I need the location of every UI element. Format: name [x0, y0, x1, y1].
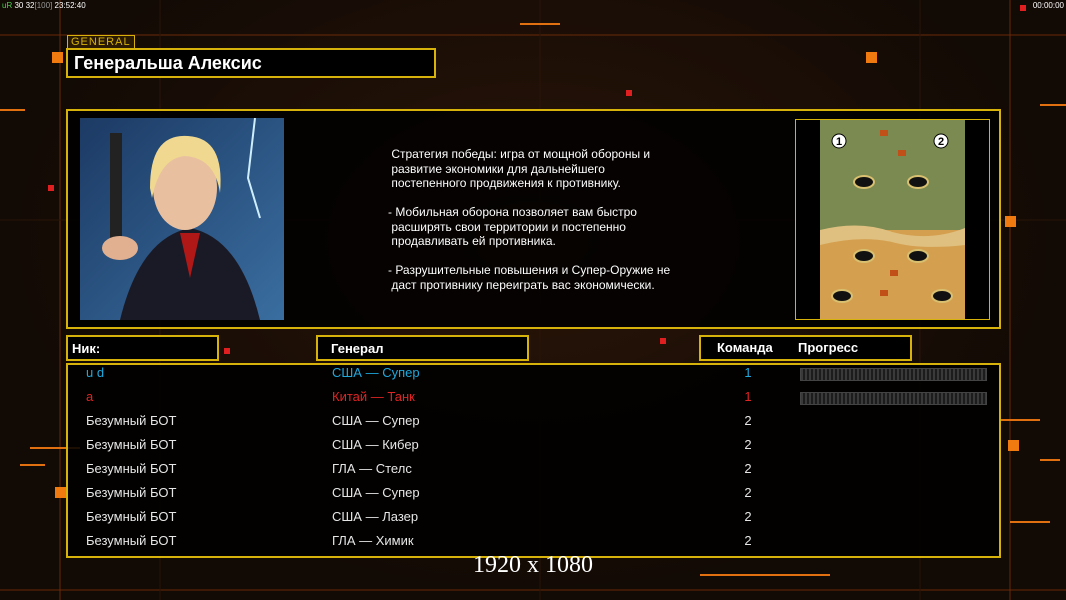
status-bar: uR 30 32[100] 23:52:40: [2, 1, 86, 10]
description-line: Стратегия победы: игра от мощной обороны…: [388, 147, 651, 161]
player-team: 2: [744, 437, 752, 452]
resolution-label: 1920 x 1080: [473, 552, 593, 578]
description-line: развитие экономики для дальнейшего: [388, 161, 605, 176]
start-label: 1: [836, 136, 842, 148]
player-team: 1: [744, 389, 752, 404]
player-team: 2: [744, 533, 752, 548]
player-name: Безумный БОТ: [86, 509, 177, 524]
status-tag: uR: [2, 1, 13, 10]
general-title: Генеральша Алексис: [66, 48, 436, 78]
player-name: Безумный БОТ: [86, 413, 177, 428]
portrait: [80, 118, 284, 320]
player-name: Безумный БОТ: [86, 461, 177, 476]
description-line: - Разрушительные повышения и Супер-Оружи…: [388, 263, 671, 277]
player-general: США — Супер: [332, 365, 420, 380]
player-name: a: [86, 389, 94, 404]
status-timer: 00:00:00: [1032, 1, 1064, 10]
player-general: ГЛА — Стелс: [332, 461, 412, 476]
player-team: 1: [744, 365, 752, 380]
player-general: США — Кибер: [332, 437, 419, 452]
player-name: Безумный БОТ: [86, 437, 177, 452]
header-box: [66, 335, 219, 361]
start-label: 2: [938, 136, 944, 148]
status-clock: 23:52:40: [54, 1, 86, 10]
column-header: Ник:: [72, 341, 101, 356]
description-line: постепенного продвижения к противнику.: [388, 176, 621, 190]
player-name: Безумный БОТ: [86, 533, 177, 548]
column-header: Прогресс: [798, 340, 859, 355]
player-general: США — Супер: [332, 413, 420, 428]
header-box: [316, 335, 529, 361]
player-name: Безумный БОТ: [86, 485, 177, 500]
progress-bar: [800, 368, 987, 381]
player-general: США — Лазер: [332, 509, 419, 524]
player-general: США — Супер: [332, 485, 420, 500]
status-fps: 30 32: [14, 1, 35, 10]
description-line: расширять свои территории и постепенно: [388, 219, 626, 234]
player-team: 2: [744, 485, 752, 500]
header-box: [699, 335, 912, 361]
description-line: - Мобильная оборона позволяет вам быстро: [388, 205, 637, 219]
column-header: Команда: [717, 340, 773, 355]
description-line: продавливать ей противника.: [388, 234, 556, 248]
map-preview: 1 2: [820, 120, 965, 319]
player-team: 2: [744, 413, 752, 428]
player-name: u d: [86, 365, 105, 380]
progress-bar: [800, 392, 987, 405]
player-team: 2: [744, 461, 752, 476]
column-header: Генерал: [331, 341, 384, 356]
status-limit: [100]: [34, 1, 53, 10]
description-line: даст противнику переиграть вас экономиче…: [388, 277, 655, 292]
player-general: Китай — Танк: [332, 389, 415, 404]
player-general: ГЛА — Химик: [332, 533, 414, 548]
player-team: 2: [744, 509, 752, 524]
